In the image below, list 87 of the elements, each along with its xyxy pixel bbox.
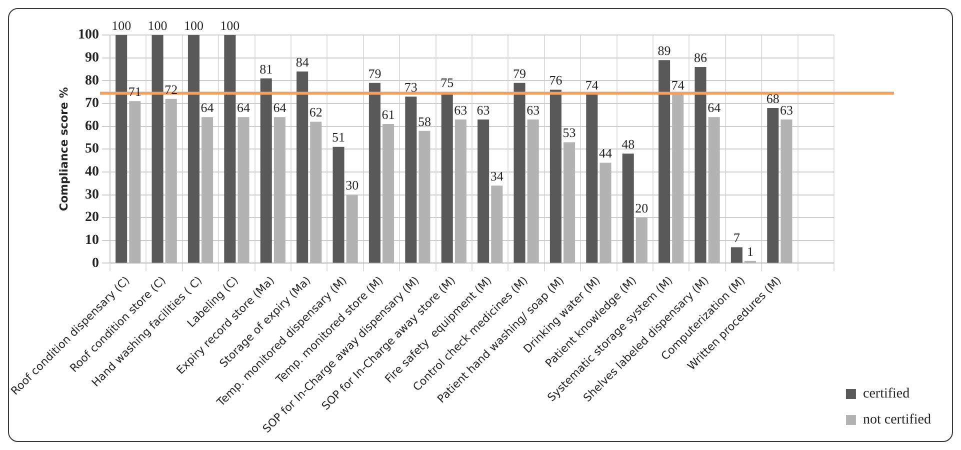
data-label: 51 [332, 130, 346, 145]
data-label: 89 [658, 43, 671, 58]
data-label: 53 [562, 125, 576, 140]
bar [586, 94, 598, 263]
data-label: 1 [747, 244, 754, 259]
data-label: 100 [184, 18, 204, 33]
data-label: 68 [766, 90, 780, 106]
y-tick-label: 100 [78, 28, 100, 43]
bar [296, 72, 308, 263]
bar [672, 94, 684, 263]
bar [622, 154, 634, 263]
bar [780, 119, 792, 263]
data-label: 34 [490, 168, 504, 184]
data-label: 79 [368, 66, 382, 81]
data-label: 79 [513, 66, 526, 81]
legend-label: certified [862, 386, 910, 402]
y-tick-label: 40 [85, 164, 100, 180]
bar [224, 35, 236, 263]
data-label: 71 [128, 84, 142, 100]
data-label: 62 [309, 104, 322, 120]
bar [636, 218, 648, 263]
bar [188, 35, 200, 263]
bar [600, 162, 612, 263]
bar [129, 101, 141, 263]
data-label: 63 [476, 102, 490, 118]
legend-label: not certified [862, 412, 932, 428]
bar [550, 90, 562, 263]
bar [730, 247, 742, 263]
data-label: 81 [260, 61, 273, 76]
bar [310, 122, 322, 263]
data-label: 30 [346, 178, 359, 193]
data-label: 74 [671, 77, 685, 92]
data-label: 84 [296, 54, 310, 70]
y-tick-label: 70 [85, 96, 100, 112]
bar [454, 119, 466, 263]
bar [478, 119, 490, 263]
bar [694, 66, 706, 263]
data-label: 100 [220, 18, 240, 33]
y-tick-label: 10 [85, 233, 100, 248]
bar [152, 35, 164, 263]
data-label: 75 [440, 74, 454, 90]
data-label: 100 [112, 18, 132, 33]
bar [527, 119, 539, 263]
bar [418, 130, 430, 263]
bar [260, 78, 272, 263]
y-tick-label: 30 [85, 187, 100, 202]
bar [767, 108, 779, 263]
data-label: 100 [148, 18, 168, 33]
data-label: 63 [454, 102, 468, 118]
y-tick-label: 90 [85, 50, 100, 66]
bar [332, 146, 344, 263]
data-label: 64 [200, 100, 214, 116]
bar [514, 82, 526, 263]
bar [238, 117, 250, 263]
data-label: 63 [780, 102, 793, 118]
data-label: 64 [708, 100, 722, 116]
data-label: 44 [598, 146, 612, 161]
bar [708, 117, 720, 263]
bar [165, 98, 177, 263]
data-label: 64 [237, 100, 250, 116]
data-label: 7 [733, 230, 740, 246]
data-label: 48 [622, 136, 635, 152]
data-label: 74 [585, 77, 599, 92]
bar [564, 142, 576, 263]
bar [658, 60, 670, 263]
bar [202, 117, 214, 263]
data-label: 58 [418, 114, 431, 129]
y-tick-label: 50 [85, 142, 100, 157]
bar [346, 194, 358, 263]
y-tick-label: 20 [85, 210, 100, 226]
data-label: 63 [526, 102, 540, 118]
bar [382, 124, 394, 263]
data-label: 86 [694, 50, 708, 65]
bar [368, 82, 380, 263]
bar [491, 186, 503, 263]
y-tick-label: 0 [92, 256, 100, 271]
y-axis-title: Compliance score % [57, 87, 70, 212]
data-label: 73 [404, 80, 418, 95]
data-label: 20 [635, 200, 648, 216]
bar [405, 96, 417, 263]
data-label: 61 [382, 106, 395, 122]
data-label: 64 [273, 100, 287, 116]
y-tick-label: 80 [85, 73, 100, 88]
bar [274, 117, 286, 263]
bar [116, 35, 128, 263]
y-tick-label: 60 [85, 118, 100, 134]
data-label: 76 [549, 72, 563, 88]
